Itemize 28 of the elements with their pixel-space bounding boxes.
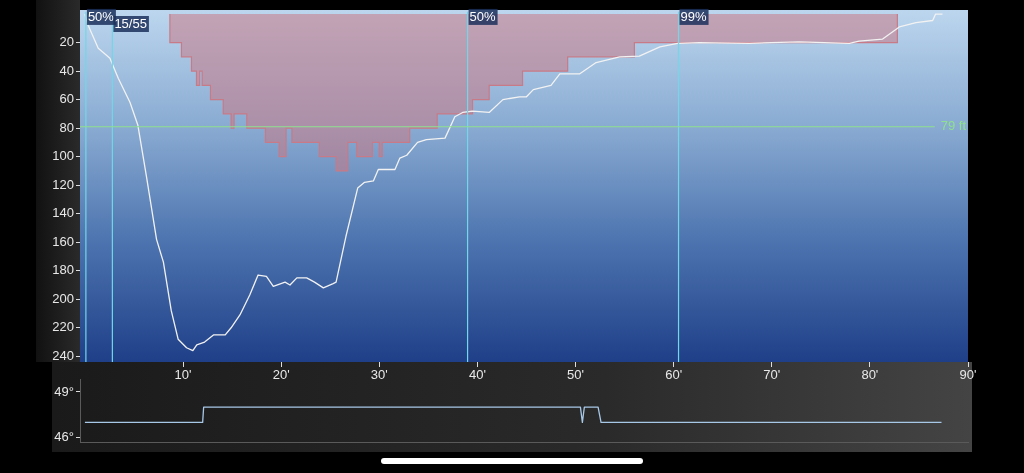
- x-tick-label: 70': [763, 367, 781, 383]
- annotation: 15/55: [114, 15, 147, 31]
- x-tick-label: 40': [468, 367, 486, 383]
- ref-line-label: 79 ft: [940, 118, 967, 134]
- y-tick-label: 200: [52, 290, 74, 306]
- y-tick-label: 60: [59, 91, 74, 107]
- y-tick-label: 180: [52, 262, 74, 278]
- y-tick-label: 140: [52, 205, 74, 221]
- y-tick-label: 240: [52, 347, 74, 363]
- x-tick-label: 20': [272, 367, 290, 383]
- y-tick-label: 100: [52, 148, 74, 164]
- annotation: 50%: [87, 8, 115, 24]
- x-tick-label: 50': [567, 367, 584, 383]
- y-tick-label: 220: [52, 319, 74, 335]
- y-tick-label: 160: [52, 233, 74, 249]
- x-tick-label: 10': [174, 367, 192, 383]
- y-tick-label: 49°: [54, 383, 74, 399]
- x-tick-label: 90': [959, 367, 977, 383]
- y-tick-label: 40: [59, 62, 74, 78]
- annotation: 99%: [680, 8, 707, 24]
- y-tick-label: 120: [52, 176, 74, 192]
- y-tick-label: 46°: [54, 429, 74, 445]
- x-tick-label: 60': [665, 367, 683, 383]
- y-tick-label: 20: [59, 34, 74, 50]
- x-tick-label: 80': [861, 367, 879, 383]
- annotation: 50%: [469, 8, 497, 24]
- x-tick-label: 30': [370, 367, 388, 383]
- y-tick-label: 80: [59, 119, 74, 135]
